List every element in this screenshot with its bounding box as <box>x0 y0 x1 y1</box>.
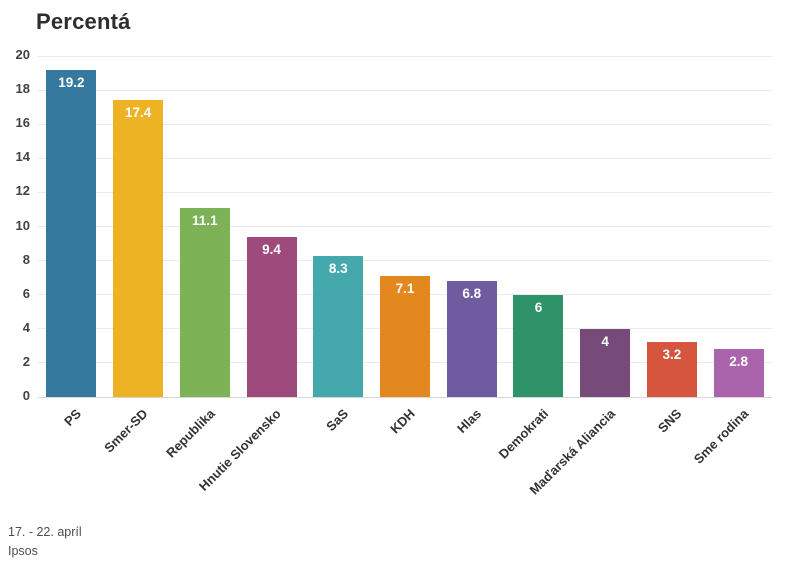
bar-hlas: 6.8 <box>446 281 497 397</box>
bar-demokrati: 6 <box>513 294 564 397</box>
y-tick-label: 2 <box>22 353 30 369</box>
x-tick-label: PS <box>61 406 84 429</box>
bar-smer-sd: 17.4 <box>113 100 164 397</box>
bar-value-label: 6.8 <box>462 286 482 302</box>
x-tick-label: Demokrati <box>495 406 552 462</box>
y-tick-label: 18 <box>15 81 30 97</box>
y-tick-label: 20 <box>15 47 30 62</box>
polling-agency: Ipsos <box>8 544 38 558</box>
x-tick-label: SNS <box>655 406 685 436</box>
y-tick-label: 0 <box>22 388 30 403</box>
x-tick-label: Republika <box>162 406 218 461</box>
x-tick-label: KDH <box>387 406 418 437</box>
y-tick-label: 16 <box>15 115 30 131</box>
y-tick-label: 8 <box>22 251 30 267</box>
gridline <box>38 226 772 227</box>
y-tick-label: 14 <box>15 149 30 165</box>
gridline <box>38 55 772 57</box>
bar-ma-arsk-aliancia: 4 <box>580 328 631 397</box>
bar-value-label: 7.1 <box>395 280 415 296</box>
y-tick-label: 6 <box>22 285 30 301</box>
x-tick-label: SaS <box>322 406 351 434</box>
bar-value-label: 3.2 <box>662 347 682 363</box>
chart-title: Percentá <box>36 9 131 34</box>
gridline <box>38 396 772 398</box>
bar-value-label: 6 <box>534 299 543 315</box>
plot-area: 0 2 4 6 8 10 12 14 16 18 20 19.2 PS 17.4 Smer-SD 11.1 Re… <box>16 47 772 497</box>
bar-hnutie-slovensko: 9.4 <box>246 236 297 397</box>
bar-sns: 3.2 <box>646 342 697 397</box>
x-tick-label: Hlas <box>454 406 485 437</box>
y-tick-label: 10 <box>15 217 30 233</box>
bar-ps: 19.2 <box>46 69 97 397</box>
x-tick-label: Smer-SD <box>101 406 151 456</box>
bar-sas: 8.3 <box>313 255 364 397</box>
bar-value-label: 9.4 <box>262 241 281 257</box>
bar-value-label: 8.3 <box>328 260 348 276</box>
bar-value-label: 17.4 <box>124 105 152 121</box>
bar-value-label: 4 <box>601 333 609 349</box>
gridline <box>38 123 772 125</box>
bar-value-label: 11.1 <box>192 212 218 228</box>
bar-republika: 11.1 <box>179 207 230 397</box>
x-tick-label: Sme rodina <box>690 406 752 467</box>
bar-value-label: 19.2 <box>58 74 85 90</box>
y-tick-label: 12 <box>15 183 30 199</box>
survey-period: 17. - 22. apríl <box>8 525 82 539</box>
bar-sme-rodina: 2.8 <box>713 349 764 397</box>
bar-value-label: 2.8 <box>729 354 749 370</box>
bar-kdh: 7.1 <box>380 275 430 397</box>
gridline <box>38 260 772 262</box>
source-footer: 17. - 22. apríl Ipsos <box>8 523 82 561</box>
y-tick-label: 4 <box>22 319 30 335</box>
gridline <box>38 157 772 159</box>
gridline <box>38 191 772 193</box>
gridline <box>38 89 772 91</box>
